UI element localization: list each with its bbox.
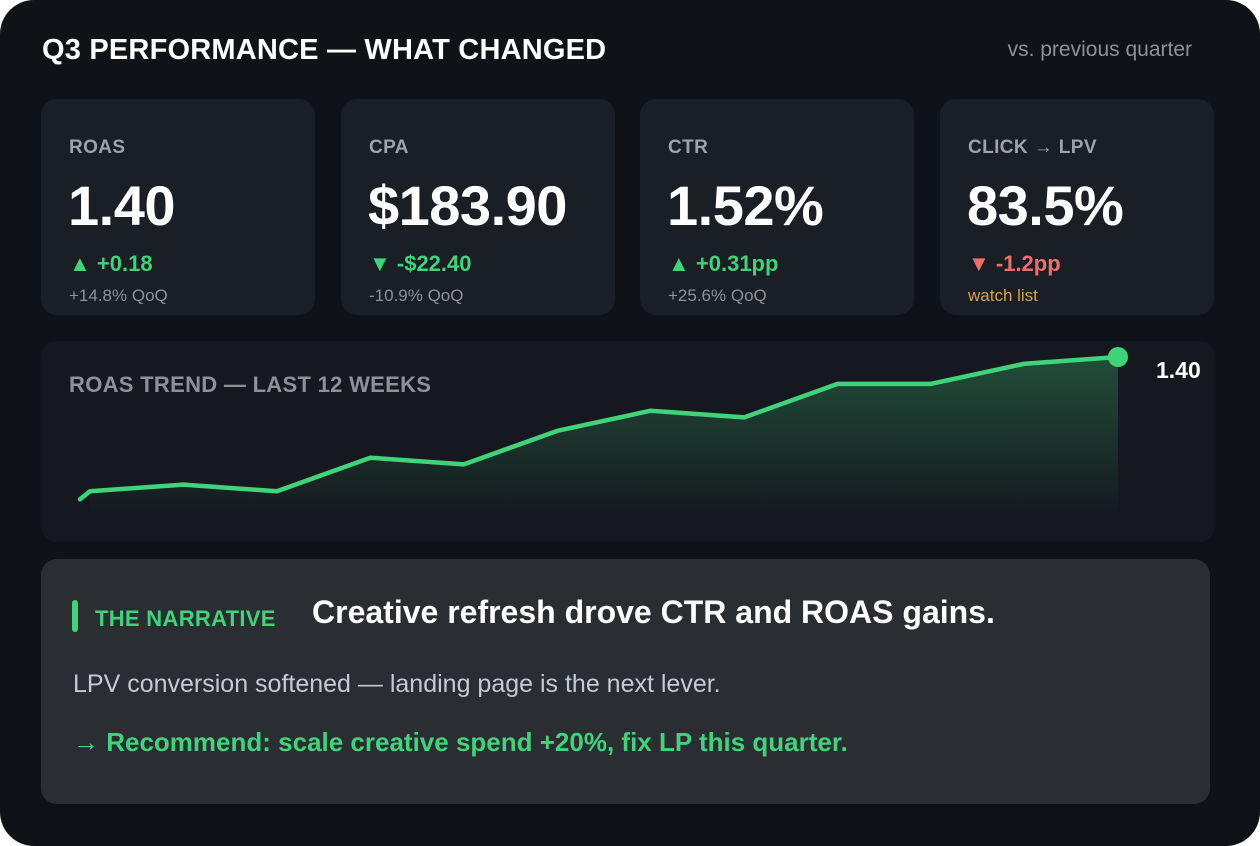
kpi-label: ROAS [69,137,126,158]
narrative-body: LPV conversion softened — landing page i… [73,670,721,698]
kpi-delta: ▲ +0.18 [69,251,153,276]
narrative-tag: THE NARRATIVE [95,606,276,631]
kpi-value: 83.5% [967,174,1124,237]
kpi-value: 1.40 [68,174,176,237]
kpi-card-click-lpv: CLICK → LPV 83.5% ▼ -1.2pp watch list [940,99,1214,315]
kpi-value: $183.90 [368,174,567,237]
watch-list-note: watch list [968,286,1038,305]
kpi-note: +25.6% QoQ [668,286,767,305]
kpi-card-cpa: CPA $183.90 ▼ -$22.40 -10.9% QoQ [341,99,615,315]
comparison-subtitle: vs. previous quarter [1007,38,1192,61]
trend-end-label: 1.40 [1156,357,1201,383]
page-title: Q3 PERFORMANCE — WHAT CHANGED [42,34,607,66]
trend-title: ROAS TREND — LAST 12 WEEKS [69,372,432,397]
kpi-note: -10.9% QoQ [369,286,464,305]
kpi-delta: ▼ -1.2pp [968,251,1061,276]
kpi-delta: ▼ -$22.40 [369,251,472,276]
kpi-label: CPA [369,137,409,158]
narrative-headline: Creative refresh drove CTR and ROAS gain… [312,594,995,630]
recommendation-text: → Recommend: scale creative spend +20%, … [73,727,848,757]
narrative-accent-bar [72,600,78,632]
kpi-card-roas: ROAS 1.40 ▲ +0.18 +14.8% QoQ [41,99,315,315]
kpi-note: +14.8% QoQ [69,286,168,305]
kpi-card-ctr: CTR 1.52% ▲ +0.31pp +25.6% QoQ [640,99,914,315]
kpi-label: CLICK → LPV [968,137,1097,158]
kpi-value: 1.52% [667,174,824,237]
narrative-panel [41,559,1210,804]
kpi-label: CTR [668,137,709,158]
kpi-delta: ▲ +0.31pp [668,251,779,276]
